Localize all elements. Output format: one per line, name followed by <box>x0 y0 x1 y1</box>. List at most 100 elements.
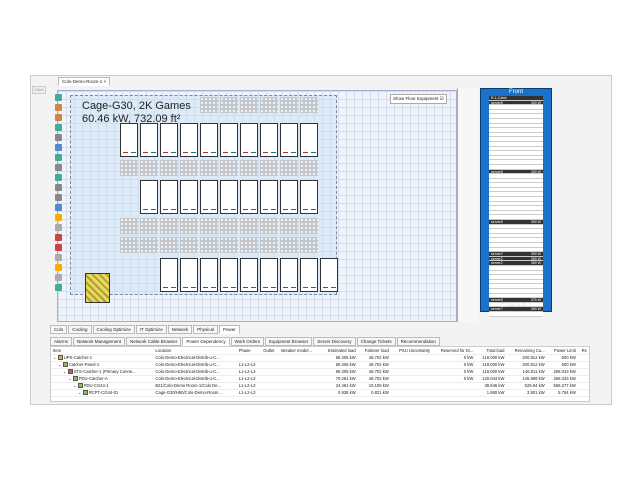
clear-button[interactable]: Clear <box>32 86 46 94</box>
rack-device[interactable]: server8 375 W <box>489 298 543 303</box>
rack[interactable] <box>200 258 218 292</box>
column-header[interactable]: Failover load <box>357 347 391 355</box>
tool-icon[interactable] <box>55 114 62 121</box>
view-tab[interactable]: Cooling Optimize <box>92 325 135 334</box>
bottom-tab[interactable]: Server Discovery <box>313 337 356 346</box>
rack[interactable] <box>260 258 278 292</box>
floor-tile[interactable] <box>300 160 318 176</box>
tool-icon[interactable] <box>55 234 62 241</box>
column-header[interactable]: Breaker model... <box>279 347 321 355</box>
floor-tile[interactable] <box>200 218 218 234</box>
rack-slot[interactable] <box>489 137 543 142</box>
tool-icon[interactable] <box>55 144 62 151</box>
rack[interactable] <box>260 123 278 157</box>
rack[interactable] <box>200 180 218 214</box>
show-floor-equipment-toggle[interactable]: Show Floor Equipment ☑ <box>390 94 447 104</box>
bottom-tab[interactable]: Recommendation <box>396 337 440 346</box>
column-header[interactable]: Outlet <box>261 347 280 355</box>
rack-slot[interactable] <box>489 270 543 276</box>
bottom-tab[interactable]: Network Management <box>73 337 126 346</box>
cooling-unit[interactable] <box>85 273 110 303</box>
column-header[interactable]: Remaining Ca... <box>506 347 547 355</box>
column-header[interactable]: Power Limit <box>546 347 578 355</box>
rack-slot[interactable] <box>489 265 543 271</box>
floor-tile[interactable] <box>240 160 258 176</box>
tool-icon[interactable] <box>55 284 62 291</box>
rack[interactable] <box>180 123 198 157</box>
rack-slot[interactable] <box>489 311 543 317</box>
rack[interactable] <box>280 180 298 214</box>
rack[interactable] <box>220 123 238 157</box>
rack-slot[interactable] <box>489 247 543 253</box>
rack-slot[interactable] <box>489 128 543 133</box>
rack[interactable] <box>300 123 318 157</box>
floor-tile[interactable] <box>300 97 318 113</box>
rack-slot[interactable] <box>489 243 543 248</box>
rack[interactable] <box>300 258 318 292</box>
rack-slot[interactable] <box>489 155 543 161</box>
rack-device[interactable]: server8 350 W <box>489 169 543 175</box>
view-tab[interactable]: Network <box>167 325 193 334</box>
tool-icon[interactable] <box>55 224 62 231</box>
tool-icon[interactable] <box>55 104 62 111</box>
floor-tile[interactable] <box>280 160 298 176</box>
tool-icon[interactable] <box>55 174 62 181</box>
tool-icon[interactable] <box>55 264 62 271</box>
rack-slot[interactable] <box>489 141 543 147</box>
floor-tile[interactable] <box>160 237 178 253</box>
table-row[interactable]: ⌄ PDU-Catcher-A Colo-Demo-Electrical-Dist… <box>51 375 589 383</box>
rack-slot[interactable] <box>489 183 543 188</box>
floor-tile[interactable] <box>280 97 298 113</box>
rack-slot[interactable] <box>489 238 543 243</box>
rack-slot[interactable] <box>489 302 543 308</box>
floor-tile[interactable] <box>260 237 278 253</box>
rack-slot[interactable] <box>489 174 543 179</box>
rack-slot[interactable] <box>489 164 543 170</box>
tool-icon[interactable] <box>55 164 62 171</box>
floor-tile[interactable] <box>120 160 138 176</box>
table-row[interactable]: ⌄ STS-Catcher-1 (Primary Conne... Colo-De… <box>51 368 589 376</box>
rack-slot[interactable] <box>489 178 543 184</box>
rack-slot[interactable] <box>489 192 543 198</box>
column-header[interactable]: Re <box>577 347 589 355</box>
rack-slot[interactable] <box>489 197 543 202</box>
rack[interactable] <box>260 180 278 214</box>
rack-slot[interactable] <box>489 109 543 115</box>
rack-slot[interactable] <box>489 118 543 124</box>
floor-tile[interactable] <box>300 218 318 234</box>
rack[interactable] <box>180 180 198 214</box>
tool-icon[interactable] <box>55 154 62 161</box>
rack[interactable] <box>160 123 178 157</box>
tool-icon[interactable] <box>55 124 62 131</box>
rack[interactable] <box>220 180 238 214</box>
floor-tile[interactable] <box>200 160 218 176</box>
view-tab[interactable]: Power <box>219 325 240 334</box>
column-header[interactable]: Location <box>153 347 237 355</box>
floor-tile[interactable] <box>200 97 218 113</box>
rack[interactable] <box>200 123 218 157</box>
floor-tile[interactable] <box>240 237 258 253</box>
rack[interactable] <box>120 123 138 157</box>
floor-tile[interactable] <box>140 218 158 234</box>
rack-slot[interactable] <box>489 215 543 221</box>
column-header[interactable]: PSU Uncertainty <box>390 347 433 355</box>
floor-tile[interactable] <box>300 237 318 253</box>
rack[interactable] <box>240 258 258 292</box>
tool-icon[interactable] <box>55 94 62 101</box>
floor-tile[interactable] <box>140 160 158 176</box>
rack-slot[interactable] <box>489 293 543 299</box>
bottom-tab[interactable]: Work Orders <box>230 337 265 346</box>
column-header[interactable]: Total load <box>475 347 507 355</box>
floor-tile[interactable] <box>160 218 178 234</box>
floor-tile[interactable] <box>240 97 258 113</box>
rack[interactable] <box>240 123 258 157</box>
tool-icon[interactable] <box>55 274 62 281</box>
rack[interactable] <box>140 180 158 214</box>
floor-tile[interactable] <box>200 237 218 253</box>
floor-tile[interactable] <box>220 237 238 253</box>
bottom-tab[interactable]: Change Tickets <box>356 337 396 346</box>
rack-slot[interactable] <box>489 229 543 234</box>
column-header[interactable]: Phase <box>236 347 262 355</box>
rack[interactable] <box>300 180 318 214</box>
